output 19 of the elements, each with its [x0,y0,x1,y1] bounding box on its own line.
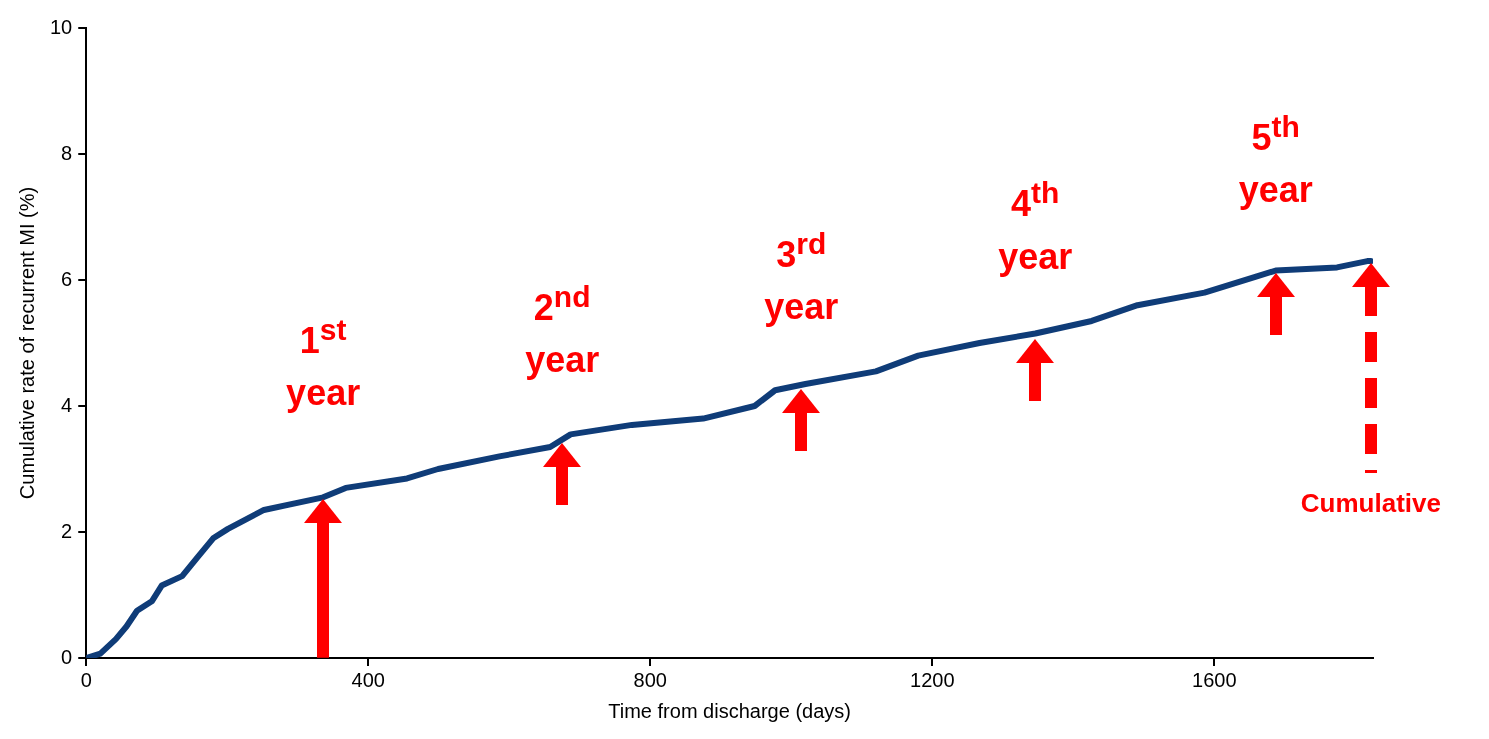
annotation: Cumulative [1300,487,1441,521]
annotation: 5$^{th}$ year [1238,109,1313,213]
annotation: 3$^{rd}$ year [764,225,839,329]
y-tick-label: 6 [61,267,73,290]
x-axis-title: Time from discharge (days) [608,699,851,722]
x-tick-label: 400 [351,668,385,691]
annotation: 4$^{th}$ year [998,175,1073,279]
x-tick-label: 0 [80,668,92,691]
y-axis-title: Cumulative rate of recurrent MI (%) [15,186,38,500]
y-tick-label: 8 [61,141,73,164]
annotation: 2$^{nd}$ year [525,279,600,383]
y-tick-label: 0 [61,645,73,668]
y-tick-label: 10 [50,15,73,38]
annotation: 1$^{st}$ year [286,312,361,416]
y-tick-label: 4 [61,393,73,416]
x-tick-label: 1600 [1192,668,1237,691]
y-tick-label: 2 [61,519,73,542]
x-tick-label: 1200 [910,668,955,691]
x-tick-label: 800 [633,668,667,691]
